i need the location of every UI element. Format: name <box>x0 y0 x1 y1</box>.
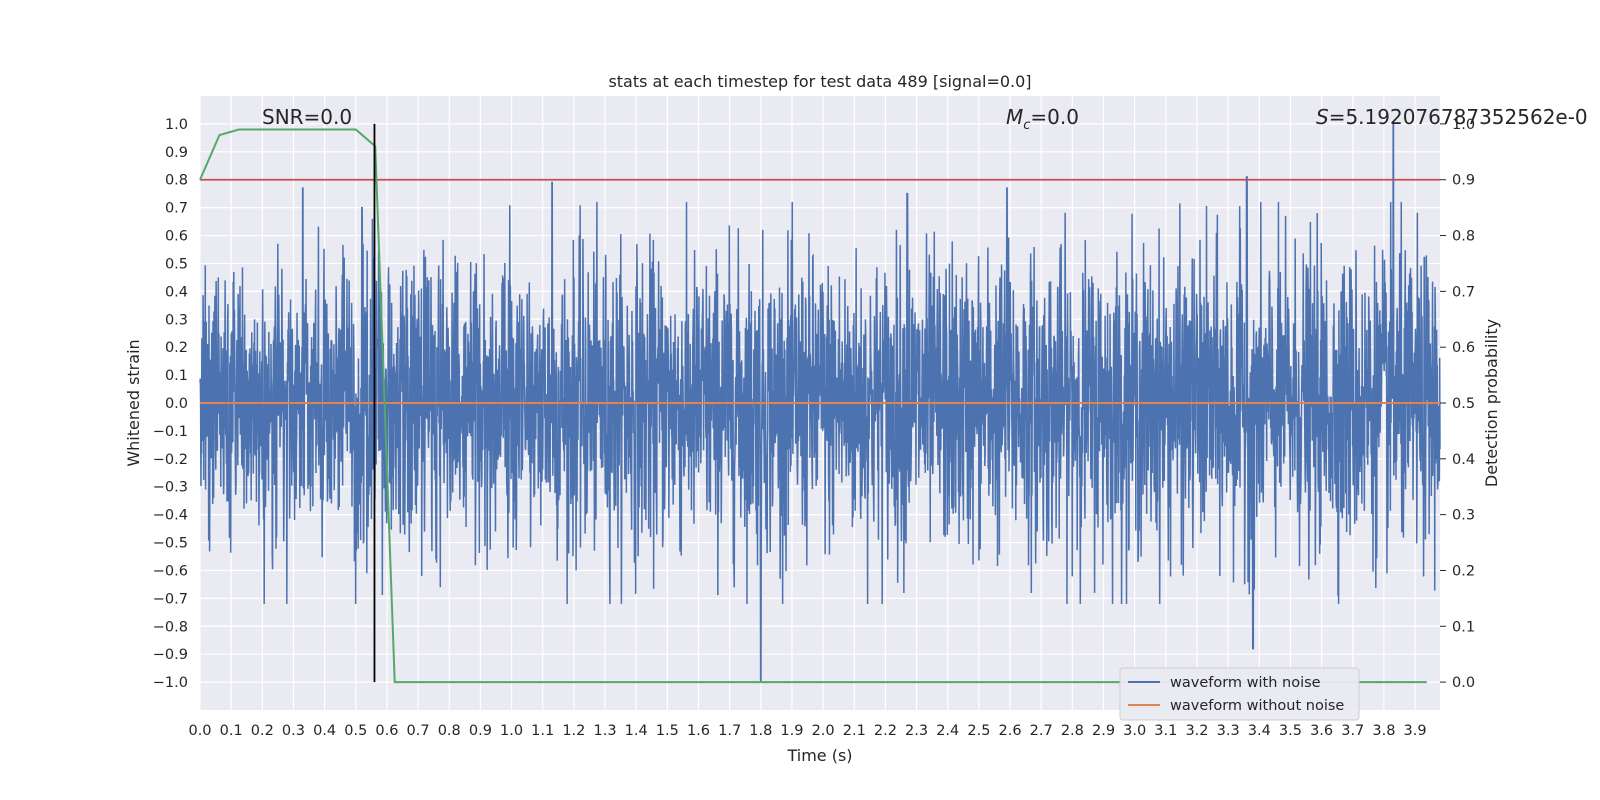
x-tick-label: 0.8 <box>438 723 461 739</box>
x-tick-label: 3.5 <box>1279 723 1302 739</box>
x-tick-label: 1.6 <box>687 723 710 739</box>
x-tick-label: 3.6 <box>1310 723 1333 739</box>
x-tick-label: 2.8 <box>1061 723 1084 739</box>
series-detection-probability <box>199 128 1427 684</box>
probability-trace <box>199 128 1427 684</box>
legend-box <box>1119 667 1360 721</box>
x-tick-label: 1.9 <box>780 723 803 739</box>
x-tick-label: 1.8 <box>749 723 772 739</box>
mc-subscript: c <box>1023 118 1030 133</box>
x-tick-label: 1.7 <box>718 723 741 739</box>
y-axis-label: Whitened strain <box>124 339 143 466</box>
y2-tick-label: 0.3 <box>1452 508 1475 524</box>
y-tick-label: −0.4 <box>153 508 188 524</box>
y-tick-label: −0.7 <box>153 591 188 607</box>
y2-tick-label: 0.5 <box>1452 396 1475 412</box>
x-tick-label: 0.6 <box>375 723 398 739</box>
y2-tick-labels: 1.0 0.9 0.8 0.7 0.6 0.5 0.4 0.3 0.2 0.1 0.0 <box>1440 117 1475 691</box>
y-tick-label: 0.0 <box>165 396 188 412</box>
y-tick-labels: 1.0 0.9 0.8 0.7 0.6 0.5 0.4 0.3 0.2 0.1 0.0 −0.1 −0.… <box>153 117 188 691</box>
y-tick-label: −0.2 <box>153 452 188 468</box>
y-tick-label: 1.0 <box>165 117 188 133</box>
x-tick-label: 0.1 <box>220 723 243 739</box>
snr-annotation: SNR=0.0 <box>262 105 352 129</box>
x-tick-label: 0.2 <box>251 723 274 739</box>
x-tick-label: 1.3 <box>593 723 616 739</box>
y-tick-label: −0.8 <box>153 619 188 635</box>
chart-title: stats at each timestep for test data 489… <box>608 72 1031 91</box>
x-tick-label: 2.1 <box>843 723 866 739</box>
y-tick-label: −0.1 <box>153 424 188 440</box>
noise-trace <box>199 123 1441 683</box>
x-tick-label: 1.0 <box>500 723 523 739</box>
mc-symbol: M <box>1006 105 1023 129</box>
mc-value: =0.0 <box>1030 105 1079 129</box>
y2-tick-label: 0.7 <box>1452 284 1475 300</box>
y-tick-label: 0.2 <box>165 340 188 356</box>
x-tick-label: 2.6 <box>999 723 1022 739</box>
y2-tick-label: 0.2 <box>1452 563 1475 579</box>
y-tick-label: 0.4 <box>165 284 188 300</box>
y-tick-label: 0.8 <box>165 173 188 189</box>
x-axis-label: Time (s) <box>786 746 852 765</box>
y2-tick-label: 0.9 <box>1452 173 1475 189</box>
s-annotation: S=5.192076787352562e-0 <box>1316 105 1588 129</box>
y2-tick-label: 0.4 <box>1452 452 1475 468</box>
x-tick-label: 0.7 <box>407 723 430 739</box>
x-tick-label: 2.4 <box>936 723 959 739</box>
x-tick-label: 3.3 <box>1217 723 1240 739</box>
x-tick-label: 2.0 <box>812 723 835 739</box>
legend: waveform with noise waveform without noi… <box>1119 667 1360 721</box>
x-tick-label: 3.0 <box>1123 723 1146 739</box>
x-tick-label: 3.7 <box>1341 723 1364 739</box>
s-symbol: S <box>1316 105 1329 129</box>
y2-tick-label: 0.0 <box>1452 675 1475 691</box>
x-tick-label: 2.7 <box>1030 723 1053 739</box>
x-tick-label: 1.1 <box>531 723 554 739</box>
x-tick-label: 1.2 <box>562 723 585 739</box>
x-tick-label: 2.3 <box>905 723 928 739</box>
legend-label-noise: waveform with noise <box>1170 675 1321 691</box>
x-tick-label: 3.4 <box>1248 723 1271 739</box>
y2-tick-label: 0.8 <box>1452 229 1475 245</box>
y2-tick-label: 0.1 <box>1452 619 1475 635</box>
x-tick-label: 0.5 <box>344 723 367 739</box>
y2-axis-label: Detection probability <box>1482 319 1501 487</box>
y-tick-label: 0.6 <box>165 229 188 245</box>
y-tick-label: 0.5 <box>165 256 188 272</box>
y2-tick-label: 0.6 <box>1452 340 1475 356</box>
x-tick-label: 1.5 <box>656 723 679 739</box>
mc-annotation: Mc=0.0 <box>1006 105 1079 133</box>
y-tick-label: −0.3 <box>153 480 188 496</box>
x-tick-label: 3.8 <box>1372 723 1395 739</box>
y-tick-label: 0.7 <box>165 201 188 217</box>
legend-label-clean: waveform without noise <box>1170 698 1344 714</box>
x-tick-label: 1.4 <box>625 723 648 739</box>
s-value: =5.192076787352562e-0 <box>1329 105 1588 129</box>
x-tick-label: 2.5 <box>967 723 990 739</box>
x-tick-label: 2.2 <box>874 723 897 739</box>
y-tick-label: −1.0 <box>153 675 188 691</box>
x-tick-label: 2.9 <box>1092 723 1115 739</box>
y-tick-label: 0.9 <box>165 145 188 161</box>
x-tick-label: 0.9 <box>469 723 492 739</box>
x-tick-labels: 0.0 0.1 0.2 0.3 0.4 0.5 0.6 0.7 0.8 0.9 1.0 1.1 1.2 1… <box>188 723 1426 739</box>
x-tick-label: 3.1 <box>1154 723 1177 739</box>
y-tick-label: −0.9 <box>153 647 188 663</box>
y2-tick-label: 1.0 <box>1452 117 1475 133</box>
x-tick-label: 3.9 <box>1404 723 1427 739</box>
y-tick-label: 0.3 <box>165 312 188 328</box>
y-tick-label: −0.5 <box>153 536 188 552</box>
y-tick-label: 0.1 <box>165 368 188 384</box>
x-tick-label: 0.3 <box>282 723 305 739</box>
series-waveform-with-noise <box>199 123 1441 683</box>
y-tick-label: −0.6 <box>153 563 188 579</box>
x-tick-label: 0.0 <box>188 723 211 739</box>
x-tick-label: 3.2 <box>1185 723 1208 739</box>
x-tick-label: 0.4 <box>313 723 336 739</box>
